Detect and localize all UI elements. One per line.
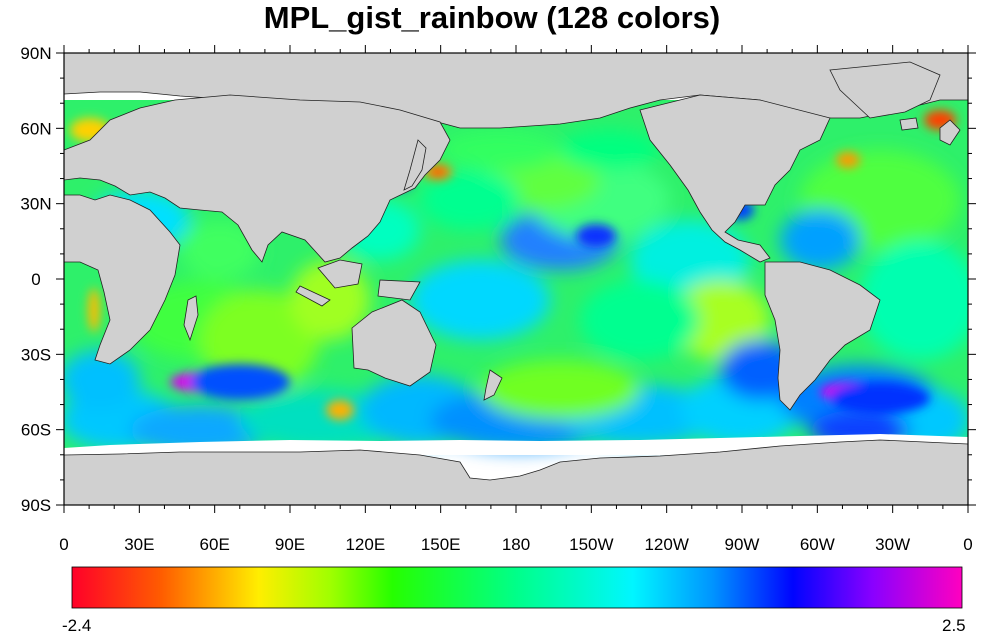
field-blob [440, 130, 560, 170]
field-blob [410, 260, 550, 340]
land-masses [64, 53, 968, 505]
lat-label-2: 30N [20, 195, 51, 214]
colorbar [71, 566, 963, 609]
lon-label-8: 120W [644, 535, 688, 554]
lon-label-3: 90E [275, 535, 305, 554]
lon-label-10: 60W [800, 535, 835, 554]
south-america [764, 261, 881, 411]
axis-ticks [56, 45, 976, 513]
anomaly-blob [326, 400, 354, 420]
lon-label-5: 150E [421, 535, 461, 554]
lon-label-2: 60E [200, 535, 230, 554]
lat-label-1: 60N [20, 119, 51, 138]
field-blob [560, 130, 660, 170]
colorbar-max-label: 2.5 [942, 616, 966, 635]
lon-label-12: 0 [963, 535, 972, 554]
lat-label-0: 90N [20, 44, 51, 63]
anomaly-blob [432, 168, 444, 176]
great-britain [939, 119, 961, 146]
latitude-labels: 90N 60N 30N 0 30S 60S 90S [20, 44, 51, 515]
sumatra-java [295, 285, 331, 307]
new-guinea [377, 279, 421, 301]
lat-label-5: 60S [21, 421, 51, 440]
field-blob [670, 280, 770, 360]
lon-label-4: 120E [345, 535, 385, 554]
australia [351, 299, 437, 387]
field-blob [780, 210, 860, 270]
anomaly-blob [830, 382, 930, 414]
anomaly-blob [576, 224, 616, 248]
anomaly-blob [836, 152, 860, 168]
longitude-labels: 0 30E 60E 90E 120E 150E 180 150W 120W 90W 60W 30W 0 [59, 535, 972, 554]
africa [64, 194, 181, 365]
lon-label-7: 150W [569, 535, 613, 554]
field-blob [420, 170, 520, 230]
japan [403, 139, 427, 191]
lon-label-1: 30E [124, 535, 154, 554]
lon-label-9: 90W [725, 535, 760, 554]
field-blob [860, 240, 968, 360]
eurasia [64, 94, 451, 263]
lon-label-11: 30W [875, 535, 910, 554]
field-blob [480, 360, 640, 420]
field-blob [240, 390, 400, 450]
greenland [829, 61, 941, 119]
lon-label-0: 0 [59, 535, 68, 554]
field-blob [64, 350, 140, 410]
madagascar [183, 295, 199, 342]
field-blob [180, 220, 260, 280]
colorbar-min-label: -2.4 [62, 616, 92, 635]
lat-label-4: 30S [21, 345, 51, 364]
borneo [317, 259, 363, 289]
iceland [899, 117, 919, 131]
antarctica [64, 439, 968, 505]
new-zealand [483, 369, 503, 401]
lat-label-6: 90S [21, 496, 51, 515]
anomaly-blobs [70, 110, 956, 420]
anomaly-blob [190, 364, 290, 400]
lat-label-3: 0 [31, 270, 40, 289]
north-america [639, 94, 831, 263]
lon-label-6: 180 [502, 535, 530, 554]
field-blob [580, 280, 700, 360]
anomaly-blob [88, 288, 100, 332]
map-title: MPL_gist_rainbow (128 colors) [263, 0, 721, 35]
